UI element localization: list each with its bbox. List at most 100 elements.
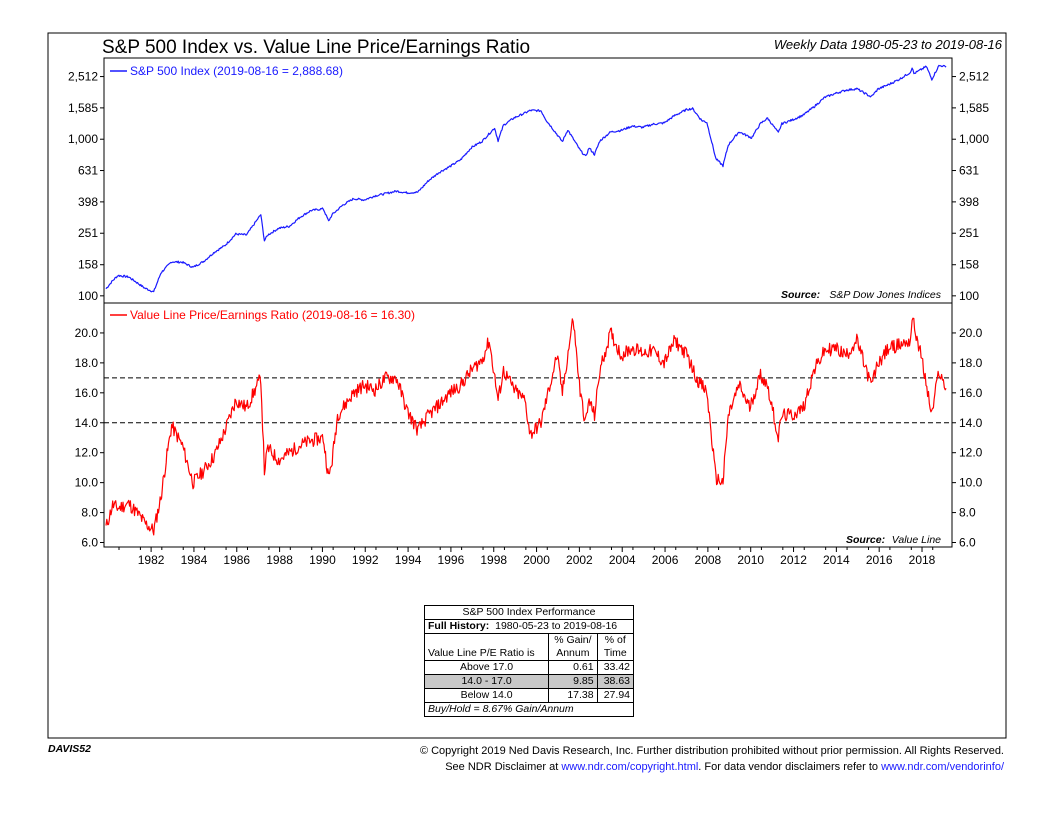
y-tick-label: 631 [78, 164, 98, 178]
x-tick-label: 2000 [523, 553, 550, 567]
vendorinfo-link[interactable]: www.ndr.com/vendorinfo/ [881, 761, 1004, 773]
sp500-y-axis-right: 100 158 251 398 631 1,000 1,585 2,512 [952, 70, 989, 303]
y-tick-label-right: 16.0 [959, 386, 983, 400]
full-history-label: Full History: [428, 620, 490, 632]
row-gain: 0.61 [548, 660, 598, 675]
disclaimer-prefix: See NDR Disclaimer at [445, 761, 559, 773]
x-tick-label: 1984 [181, 553, 208, 567]
y-tick-label: 10.0 [75, 476, 99, 490]
x-tick-label: 2014 [823, 553, 850, 567]
chart-frame [47, 32, 1007, 739]
performance-table: S&P 500 Index Performance Full History: … [423, 605, 635, 717]
header-gain-1: % Gain/ [548, 633, 598, 647]
x-tick-label: 1986 [223, 553, 250, 567]
x-tick-label: 1998 [480, 553, 507, 567]
y-tick-label: 16.0 [75, 386, 99, 400]
sp500-legend-label: S&P 500 Index (2019-08-16 = 2,888.68) [130, 64, 343, 78]
y-tick-label-right: 251 [959, 226, 979, 240]
table-header-row-2: Annum Time [425, 647, 635, 661]
y-tick-label-right: 12.0 [959, 446, 983, 460]
y-tick-label: 8.0 [81, 506, 98, 520]
sp500-source-label: Source: [781, 289, 820, 301]
table-header-row: Value Line P/E Ratio is % Gain/ % of [423, 633, 635, 661]
row-gain: 9.85 [548, 674, 598, 689]
y-tick-label-right: 1,000 [959, 132, 989, 146]
pe-source-text: Value Line [892, 534, 941, 546]
y-tick-label: 158 [78, 258, 98, 272]
x-tick-label: 2008 [695, 553, 722, 567]
pe-y-axis-left: 6.0 8.0 10.0 12.0 14.0 16.0 18.0 20.0 [75, 326, 104, 550]
y-tick-label: 398 [78, 195, 98, 209]
x-tick-label: 2010 [737, 553, 764, 567]
series-line [105, 317, 947, 536]
pe-legend-label: Value Line Price/Earnings Ratio (2019-08… [130, 308, 415, 322]
sp500-y-axis-left: 100 158 251 398 631 1,000 1,585 2,512 [68, 70, 104, 303]
disclaimer-line: See NDR Disclaimer at www.ndr.com/copyri… [420, 759, 1004, 775]
y-tick-label-right: 1,585 [959, 101, 989, 115]
x-tick-label: 1994 [395, 553, 422, 567]
row-label: Above 17.0 [423, 660, 550, 675]
header-time-1: % of [596, 633, 635, 647]
y-tick-label-right: 10.0 [959, 476, 983, 490]
chart-id: DAVIS52 [48, 743, 91, 755]
pe-y-axis-right: 6.0 8.0 10.0 12.0 14.0 16.0 18.0 20.0 [952, 326, 983, 550]
table-row: Above 17.0 0.61 33.42 [423, 660, 635, 675]
copyright-block: © Copyright 2019 Ned Davis Research, Inc… [420, 743, 1004, 775]
header-gain-2: Annum [548, 647, 598, 661]
table-row: Below 14.0 17.38 27.94 [423, 688, 635, 703]
table-row: 14.0 - 17.0 9.85 38.63 [423, 674, 635, 689]
copyright-line: © Copyright 2019 Ned Davis Research, Inc… [419, 745, 1004, 757]
x-tick-label: 1992 [352, 553, 379, 567]
row-label: 14.0 - 17.0 [423, 674, 550, 689]
y-tick-label: 18.0 [75, 356, 99, 370]
y-tick-label: 12.0 [75, 446, 99, 460]
x-tick-label: 1996 [438, 553, 465, 567]
sp500-series [105, 64, 947, 293]
y-tick-label: 2,512 [68, 70, 98, 84]
table-history-row: Full History: 1980-05-23 to 2019-08-16 [424, 619, 634, 634]
y-tick-label-right: 20.0 [959, 326, 983, 340]
y-tick-label-right: 631 [959, 164, 979, 178]
x-tick-label: 2016 [866, 553, 893, 567]
header-row-label: Value Line P/E Ratio is [423, 633, 550, 661]
x-axis: 1982 1984 1986 1988 1990 1992 1994 1996 1998 2000… [118, 547, 936, 567]
table-title: S&P 500 Index Performance [424, 605, 634, 620]
table-history: Full History: 1980-05-23 to 2019-08-16 [424, 619, 634, 634]
row-label: Below 14.0 [423, 688, 550, 703]
x-tick-label: 2006 [652, 553, 679, 567]
y-tick-label-right: 398 [959, 195, 979, 209]
y-tick-label: 1,585 [68, 101, 98, 115]
y-tick-label-right: 2,512 [959, 70, 989, 84]
buy-hold: Buy/Hold = 8.67% Gain/Annum [424, 702, 634, 717]
x-tick-label: 2004 [609, 553, 636, 567]
row-time: 38.63 [596, 674, 635, 689]
chart-title: S&P 500 Index vs. Value Line Price/Earni… [102, 37, 530, 58]
series-line [105, 64, 947, 293]
table-title-row: S&P 500 Index Performance [424, 605, 634, 620]
x-tick-label: 1982 [138, 553, 165, 567]
x-tick-label: 1988 [266, 553, 293, 567]
x-tick-label: 1990 [309, 553, 336, 567]
x-tick-label: 2018 [909, 553, 936, 567]
row-time: 27.94 [596, 688, 635, 703]
x-tick-label: 2002 [566, 553, 593, 567]
sp500-source-text: S&P Dow Jones Indices [829, 289, 941, 301]
table-footer-row: Buy/Hold = 8.67% Gain/Annum [424, 702, 634, 717]
full-history-range: 1980-05-23 to 2019-08-16 [495, 620, 618, 632]
y-tick-label-right: 100 [959, 289, 979, 303]
y-tick-label-right: 6.0 [959, 536, 976, 550]
y-tick-label-right: 8.0 [959, 506, 976, 520]
y-tick-label: 1,000 [68, 132, 98, 146]
y-tick-label-right: 14.0 [959, 416, 983, 430]
y-tick-label: 100 [78, 289, 98, 303]
disclaimer-middle: . For data vendor disclaimers refer to [698, 761, 879, 773]
copyright-link[interactable]: www.ndr.com/copyright.html [561, 761, 699, 773]
row-gain: 17.38 [548, 688, 598, 703]
header-time-2: Time [596, 647, 635, 661]
pe-source-label: Source: [846, 534, 885, 546]
chart-subtitle: Weekly Data 1980-05-23 to 2019-08-16 [774, 37, 1003, 52]
y-tick-label-right: 158 [959, 258, 979, 272]
x-tick-label: 2012 [780, 553, 807, 567]
y-tick-label-right: 18.0 [959, 356, 983, 370]
